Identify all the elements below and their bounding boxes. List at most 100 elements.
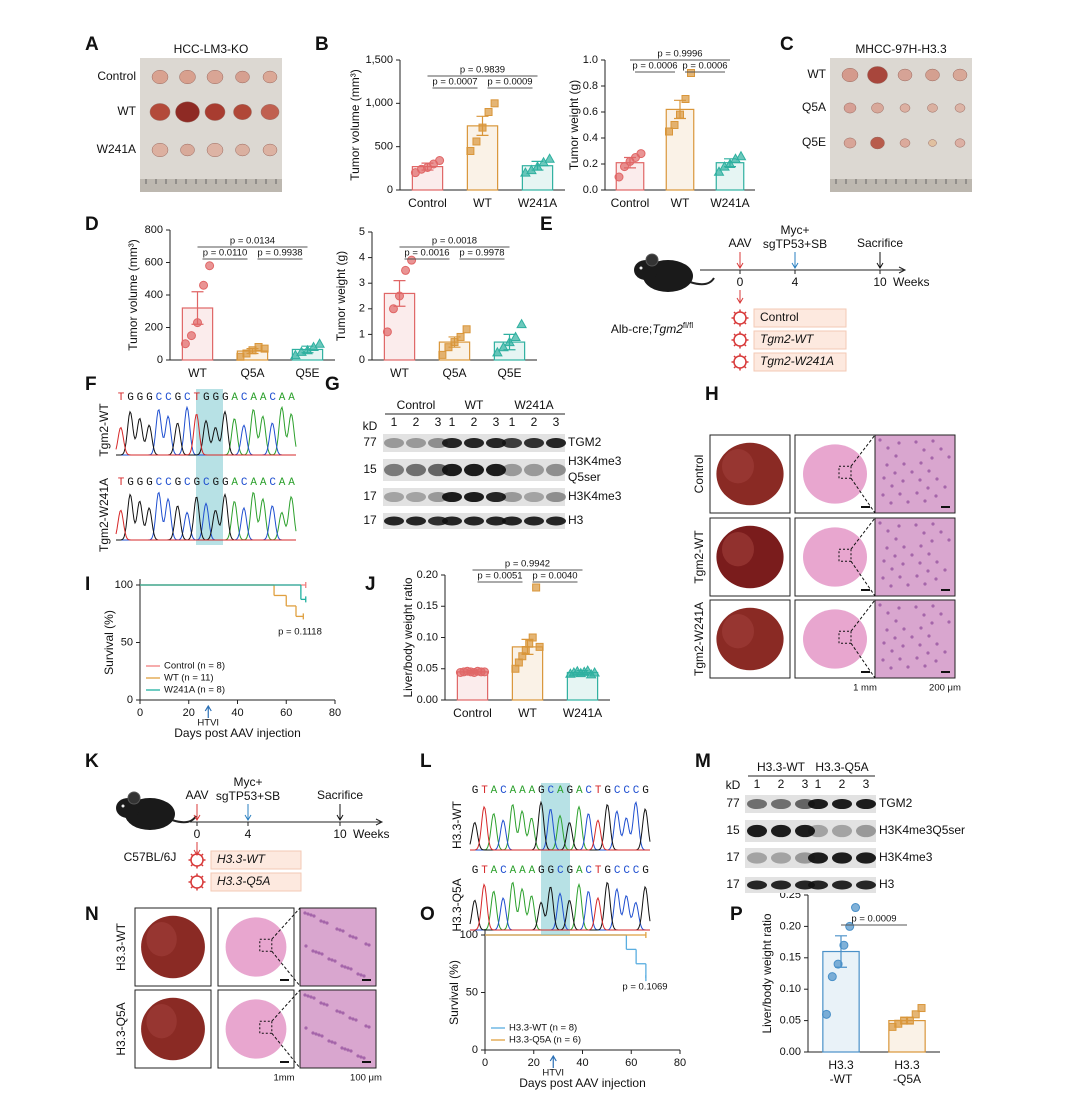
- x-tick-label: 20: [528, 1057, 540, 1069]
- nucleus: [943, 650, 947, 654]
- data-point: [917, 1004, 926, 1013]
- lane-label: 1: [391, 415, 398, 429]
- band: [442, 463, 462, 477]
- panel-letter: P: [730, 904, 743, 925]
- band: [428, 491, 448, 503]
- lane-label: 1: [449, 415, 456, 429]
- step-label: AAV: [185, 788, 208, 802]
- x-tick-label: Control: [408, 196, 447, 210]
- band: [808, 852, 828, 864]
- band: [747, 852, 767, 864]
- base-letter: A: [529, 865, 536, 877]
- nucleus: [322, 920, 326, 924]
- data-point: [478, 123, 487, 132]
- nucleus: [311, 1031, 315, 1035]
- nucleus: [312, 914, 316, 918]
- base-letter: A: [576, 785, 583, 797]
- data-point: [260, 344, 269, 353]
- zoom-box: [838, 630, 852, 644]
- base-letter: T: [118, 392, 125, 404]
- nucleus: [306, 912, 310, 916]
- base-letter: C: [241, 477, 248, 489]
- legend-label: WT (n = 11): [164, 673, 214, 684]
- nucleus: [348, 934, 352, 938]
- nucleus: [893, 636, 897, 640]
- y-tick-label: 400: [145, 289, 163, 301]
- highlight: [196, 389, 223, 545]
- band-label: H3K4me3 Q5ser: [568, 454, 622, 484]
- band: [486, 463, 506, 477]
- significance-label: p = 0.0006: [632, 61, 677, 72]
- nucleus: [882, 641, 886, 645]
- nucleus: [894, 537, 898, 541]
- x-tick-label: WT: [518, 706, 537, 720]
- data-point: [544, 153, 555, 163]
- nucleus: [923, 499, 927, 503]
- band-size: 15: [726, 823, 740, 837]
- y-tick-label: 0.15: [417, 600, 438, 612]
- base-letter: C: [585, 785, 592, 797]
- band-label: H3K4me3: [879, 850, 933, 864]
- bar: [466, 125, 499, 191]
- data-point: [905, 1016, 914, 1025]
- nucleus: [934, 494, 938, 498]
- legend-label: Control (n = 8): [164, 661, 225, 672]
- band: [486, 491, 506, 503]
- virus-spike: [200, 863, 204, 867]
- panel-letter: O: [420, 904, 435, 925]
- band: [546, 516, 566, 526]
- x-tick-label: 60: [280, 707, 292, 719]
- tumor: [233, 104, 252, 120]
- y-tick-label: 0.8: [583, 80, 598, 92]
- scale-label: 1 mm: [853, 683, 877, 694]
- virus-spike: [733, 355, 737, 359]
- nucleus: [930, 456, 934, 460]
- time-unit: Weeks: [353, 827, 389, 841]
- band: [747, 880, 767, 890]
- base-letter: T: [481, 865, 488, 877]
- nucleus: [915, 491, 919, 495]
- nucleus: [901, 479, 905, 483]
- nucleus: [335, 1009, 339, 1013]
- band: [442, 437, 462, 449]
- nucleus: [898, 492, 902, 496]
- y-tick-label: 0.20: [780, 920, 801, 932]
- tumor: [260, 104, 280, 120]
- nucleus: [325, 1003, 329, 1007]
- step-arrow: [193, 804, 201, 821]
- virus-spike: [743, 311, 747, 315]
- band: [771, 824, 791, 838]
- nucleus: [362, 974, 366, 978]
- band: [771, 798, 791, 810]
- base-letter: G: [127, 392, 134, 404]
- y-axis-label: Survival (%): [102, 610, 116, 675]
- data-point: [466, 147, 475, 155]
- significance-label: p = 0.0006: [682, 61, 727, 72]
- base-letter: G: [548, 865, 555, 877]
- lane-label: 3: [435, 415, 442, 429]
- base-letter: G: [146, 477, 153, 489]
- band-size: 17: [363, 489, 377, 503]
- nucleus: [902, 462, 906, 466]
- band: [406, 516, 426, 526]
- nucleus: [356, 1054, 360, 1058]
- tumor: [954, 103, 966, 113]
- nucleus: [346, 966, 350, 970]
- text-line: H3.3: [828, 1058, 854, 1072]
- nucleus: [322, 1002, 326, 1006]
- nucleus: [939, 530, 943, 534]
- virus-spike: [733, 333, 737, 337]
- tumor: [841, 67, 859, 83]
- base-letter: C: [557, 865, 564, 877]
- base-letter: A: [279, 392, 286, 404]
- nucleus: [943, 568, 947, 572]
- y-tick-label: 0.00: [780, 1046, 801, 1058]
- nucleus: [947, 620, 951, 624]
- vector-label: Tgm2-W241A: [760, 354, 834, 368]
- row-label: H3.3-Q5A: [450, 878, 464, 931]
- row-label: Tgm2-WT: [97, 403, 111, 457]
- nucleus: [919, 626, 923, 630]
- base-letter: G: [203, 392, 210, 404]
